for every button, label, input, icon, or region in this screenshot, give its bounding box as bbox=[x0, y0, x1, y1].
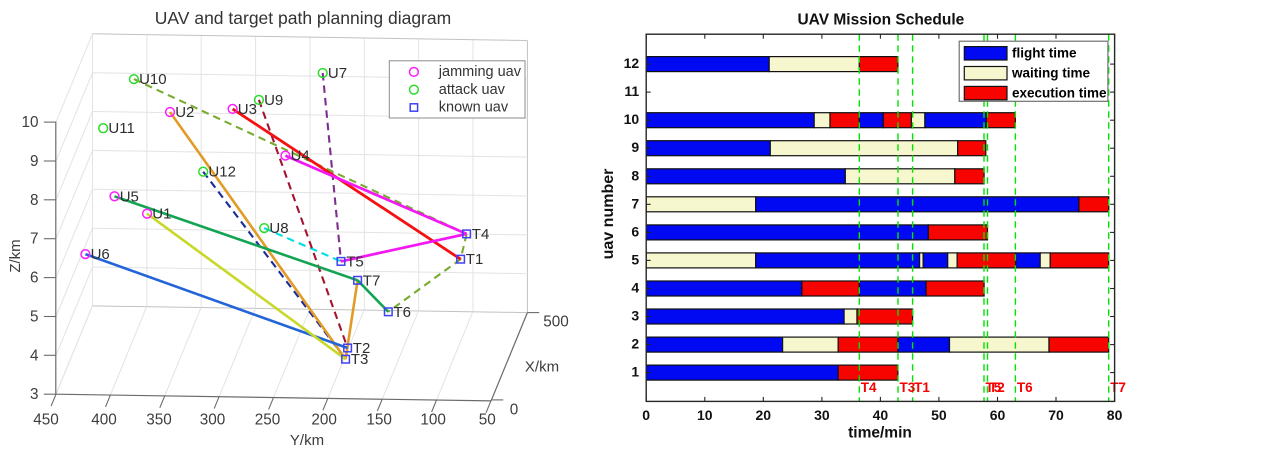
svg-text:8: 8 bbox=[631, 167, 639, 183]
svg-text:flight time: flight time bbox=[1012, 46, 1077, 61]
svg-text:T4: T4 bbox=[472, 226, 490, 243]
svg-text:3: 3 bbox=[30, 386, 39, 403]
svg-text:X/km: X/km bbox=[525, 359, 559, 376]
svg-text:Z/km: Z/km bbox=[7, 239, 24, 272]
svg-text:T7: T7 bbox=[1110, 380, 1126, 395]
svg-text:50: 50 bbox=[479, 412, 496, 429]
svg-text:11: 11 bbox=[624, 83, 639, 99]
svg-text:Y/km: Y/km bbox=[290, 432, 324, 449]
svg-text:U12: U12 bbox=[208, 164, 236, 181]
svg-text:UAV Mission Schedule: UAV Mission Schedule bbox=[797, 12, 964, 29]
svg-text:200: 200 bbox=[311, 412, 337, 429]
svg-text:U11: U11 bbox=[108, 120, 134, 137]
svg-text:U3: U3 bbox=[238, 101, 257, 118]
svg-text:0: 0 bbox=[642, 407, 650, 423]
svg-text:450: 450 bbox=[33, 412, 59, 429]
svg-text:500: 500 bbox=[543, 314, 569, 331]
svg-text:T5: T5 bbox=[986, 380, 1002, 395]
svg-text:T3: T3 bbox=[351, 351, 369, 368]
svg-text:10: 10 bbox=[624, 111, 640, 127]
svg-text:5: 5 bbox=[631, 251, 639, 267]
svg-text:T1: T1 bbox=[466, 251, 484, 268]
svg-text:4: 4 bbox=[30, 347, 39, 364]
svg-text:6: 6 bbox=[30, 270, 39, 287]
svg-text:T2: T2 bbox=[989, 380, 1005, 395]
svg-text:0: 0 bbox=[510, 402, 519, 419]
svg-text:U4: U4 bbox=[291, 148, 310, 165]
svg-text:1: 1 bbox=[631, 364, 639, 380]
svg-text:5: 5 bbox=[30, 309, 39, 326]
svg-text:40: 40 bbox=[873, 407, 889, 423]
svg-text:U10: U10 bbox=[139, 71, 167, 88]
svg-text:350: 350 bbox=[146, 412, 172, 429]
svg-text:U8: U8 bbox=[269, 220, 288, 237]
svg-text:30: 30 bbox=[814, 407, 830, 423]
svg-text:70: 70 bbox=[1048, 407, 1064, 423]
svg-text:7: 7 bbox=[631, 195, 639, 211]
svg-text:U5: U5 bbox=[120, 188, 139, 205]
svg-text:150: 150 bbox=[366, 412, 392, 429]
svg-text:U2: U2 bbox=[175, 104, 194, 121]
svg-text:50: 50 bbox=[931, 407, 947, 423]
svg-text:20: 20 bbox=[756, 407, 772, 423]
svg-text:400: 400 bbox=[91, 412, 117, 429]
svg-text:7: 7 bbox=[30, 231, 39, 248]
svg-text:2: 2 bbox=[631, 336, 639, 352]
svg-text:8: 8 bbox=[30, 192, 39, 209]
svg-text:execution time: execution time bbox=[1012, 85, 1107, 100]
svg-text:T4: T4 bbox=[861, 380, 877, 395]
svg-text:10: 10 bbox=[21, 114, 38, 131]
svg-text:U9: U9 bbox=[264, 92, 283, 109]
svg-text:U6: U6 bbox=[91, 246, 110, 263]
svg-text:3: 3 bbox=[631, 308, 639, 324]
svg-text:T3: T3 bbox=[900, 380, 916, 395]
svg-text:time/min: time/min bbox=[848, 425, 912, 442]
svg-text:9: 9 bbox=[30, 153, 39, 170]
svg-text:UAV and target path planning d: UAV and target path planning diagram bbox=[155, 8, 451, 28]
svg-text:T5: T5 bbox=[346, 253, 364, 270]
svg-text:250: 250 bbox=[255, 412, 281, 429]
svg-text:T7: T7 bbox=[363, 272, 381, 289]
svg-text:T1: T1 bbox=[914, 380, 930, 395]
svg-text:12: 12 bbox=[624, 55, 640, 71]
svg-text:uav number: uav number bbox=[600, 169, 617, 260]
svg-text:9: 9 bbox=[631, 139, 639, 155]
svg-text:known uav: known uav bbox=[439, 100, 509, 116]
svg-text:T6: T6 bbox=[1017, 380, 1033, 395]
svg-text:100: 100 bbox=[420, 412, 446, 429]
svg-text:U1: U1 bbox=[152, 206, 171, 223]
svg-text:U7: U7 bbox=[328, 65, 347, 82]
svg-text:80: 80 bbox=[1107, 407, 1123, 423]
svg-text:6: 6 bbox=[631, 223, 639, 239]
svg-text:10: 10 bbox=[697, 407, 713, 423]
svg-text:T2: T2 bbox=[353, 340, 371, 357]
svg-text:jamming uav: jamming uav bbox=[438, 64, 522, 80]
svg-text:60: 60 bbox=[990, 407, 1006, 423]
svg-text:T6: T6 bbox=[394, 304, 412, 321]
svg-text:4: 4 bbox=[631, 280, 639, 296]
svg-text:attack uav: attack uav bbox=[439, 82, 506, 98]
svg-text:waiting time: waiting time bbox=[1011, 66, 1090, 81]
svg-text:300: 300 bbox=[200, 412, 226, 429]
